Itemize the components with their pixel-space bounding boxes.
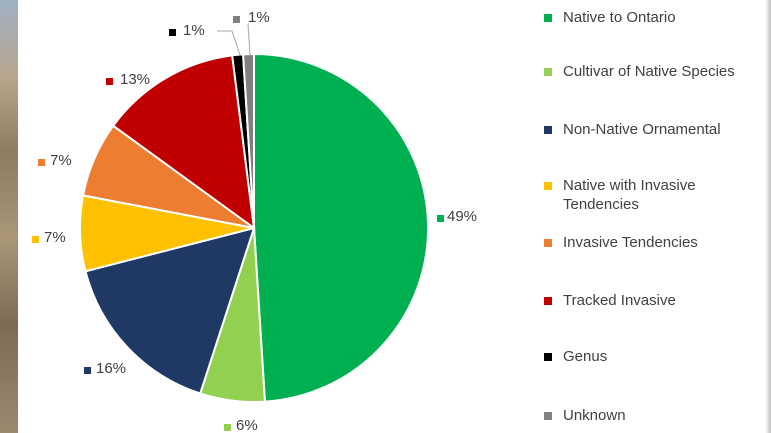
legend-label: Native to Ontario bbox=[563, 8, 676, 27]
data-label-marker-7 bbox=[169, 29, 176, 36]
legend-label-line: Native to Ontario bbox=[563, 9, 676, 26]
legend-label: Non-Native Ornamental bbox=[563, 120, 721, 139]
legend-label: Cultivar of Native Species bbox=[563, 62, 735, 81]
legend-label-line: Genus bbox=[563, 348, 608, 365]
data-label-6: 13% bbox=[120, 71, 150, 88]
legend-swatch bbox=[544, 182, 552, 190]
legend-item-8: Unknown bbox=[544, 406, 626, 425]
legend-label-line: Non-Native Ornamental bbox=[563, 121, 721, 138]
legend-item-4: Native with Invasive Tendencies bbox=[544, 176, 696, 214]
data-label-5: 7% bbox=[50, 152, 72, 169]
data-label-marker-5 bbox=[38, 159, 45, 166]
pie-slice-1 bbox=[253, 52, 430, 403]
legend-swatch bbox=[544, 239, 552, 247]
legend-item-7: Genus bbox=[544, 347, 607, 366]
legend-item-5: Invasive Tendencies bbox=[544, 233, 698, 252]
data-label-2: 6% bbox=[236, 417, 258, 433]
legend-swatch bbox=[544, 297, 552, 305]
leader-line-genus bbox=[217, 30, 241, 56]
data-label-marker-3 bbox=[84, 367, 91, 374]
data-label-marker-2 bbox=[224, 424, 231, 431]
legend-label: Native with Invasive Tendencies bbox=[563, 176, 696, 214]
legend-swatch bbox=[544, 353, 552, 361]
data-label-marker-4 bbox=[32, 236, 39, 243]
legend-label-line: Unknown bbox=[563, 407, 626, 424]
legend-label-line: Tendencies bbox=[563, 196, 639, 213]
legend-swatch bbox=[544, 14, 552, 22]
pie-slice-3 bbox=[84, 226, 256, 395]
legend-swatch bbox=[544, 412, 552, 420]
legend-label-line: Invasive Tendencies bbox=[563, 234, 698, 251]
background-photo-strip bbox=[0, 0, 18, 433]
data-label-7: 1% bbox=[183, 22, 205, 39]
legend-label: Tracked Invasive bbox=[563, 291, 676, 310]
legend-item-1: Native to Ontario bbox=[544, 8, 676, 27]
data-label-4: 7% bbox=[44, 229, 66, 246]
legend-label-line: Cultivar of Native Species bbox=[563, 63, 735, 80]
data-label-1: 49% bbox=[447, 208, 477, 225]
legend-swatch bbox=[544, 126, 552, 134]
leader-line-unknown bbox=[247, 23, 251, 56]
legend-label-line: Native with Invasive bbox=[563, 177, 696, 194]
data-label-marker-8 bbox=[233, 16, 240, 23]
pie-slice-8 bbox=[242, 52, 255, 229]
data-label-marker-6 bbox=[106, 78, 113, 85]
edge-shadow bbox=[765, 0, 771, 433]
legend-label: Genus bbox=[563, 347, 607, 366]
data-label-8: 1% bbox=[248, 9, 270, 26]
legend-label: Invasive Tendencies bbox=[563, 233, 698, 252]
legend-swatch bbox=[544, 68, 552, 76]
pie-slice-6 bbox=[111, 54, 256, 231]
data-label-marker-1 bbox=[437, 215, 444, 222]
data-label-3: 16% bbox=[96, 360, 126, 377]
legend-label-line: Tracked Invasive bbox=[563, 292, 676, 309]
legend-label: Unknown bbox=[563, 406, 626, 425]
legend-item-6: Tracked Invasive bbox=[544, 291, 676, 310]
legend-item-2: Cultivar of Native Species bbox=[544, 62, 735, 81]
legend-item-3: Non-Native Ornamental bbox=[544, 120, 721, 139]
chart-legend: Native to Ontario Cultivar of Native Spec… bbox=[544, 0, 771, 433]
